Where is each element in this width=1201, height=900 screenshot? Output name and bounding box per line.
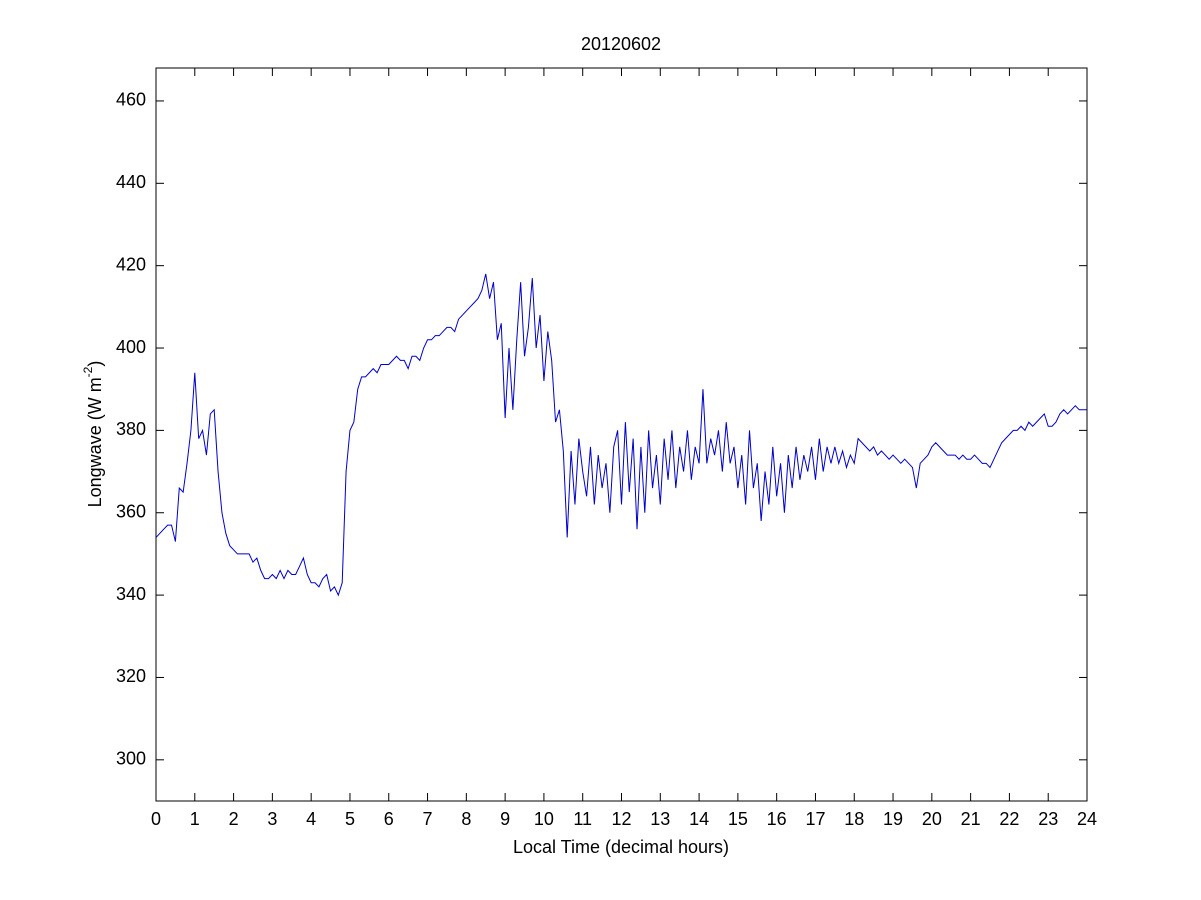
x-tick-label: 12 [611,809,631,829]
x-axis-label: Local Time (decimal hours) [513,837,729,857]
y-tick-label: 400 [116,337,146,357]
y-axis-label-main: Longwave (W m [85,377,105,507]
x-tick-label: 7 [423,809,433,829]
y-tick-label: 300 [116,749,146,769]
x-tick-label: 8 [461,809,471,829]
x-tick-label: 9 [500,809,510,829]
y-tick-label: 320 [116,666,146,686]
x-tick-label: 23 [1038,809,1058,829]
x-tick-label: 3 [267,809,277,829]
y-tick-label: 440 [116,172,146,192]
x-tick-label: 4 [306,809,316,829]
x-tick-label: 10 [534,809,554,829]
y-axis-label-end: ) [85,361,105,367]
x-tick-label: 13 [650,809,670,829]
x-tick-label: 18 [844,809,864,829]
x-tick-label: 22 [999,809,1019,829]
x-tick-label: 2 [229,809,239,829]
x-tick-label: 15 [728,809,748,829]
y-tick-label: 340 [116,584,146,604]
y-axis-label-sup: -2 [81,366,95,377]
y-tick-label: 360 [116,501,146,521]
x-tick-label: 20 [922,809,942,829]
x-tick-label: 0 [151,809,161,829]
y-tick-label: 460 [116,90,146,110]
x-tick-label: 21 [961,809,981,829]
x-tick-label: 11 [573,809,592,829]
x-tick-label: 1 [190,809,200,829]
plot-frame [155,67,1088,802]
x-tick-label: 24 [1077,809,1097,829]
x-tick-label: 16 [767,809,787,829]
x-tick-label: 19 [883,809,903,829]
x-tick-label: 14 [689,809,709,829]
data-line [155,273,1087,597]
x-tick-label: 5 [345,809,355,829]
y-axis-label: Longwave (W m-2) [81,361,105,508]
x-tick-label: 17 [805,809,825,829]
y-tick-label: 420 [116,254,146,274]
y-tick-label: 380 [116,419,146,439]
x-tick-label: 6 [384,809,394,829]
chart-title: 20120602 [581,34,661,54]
